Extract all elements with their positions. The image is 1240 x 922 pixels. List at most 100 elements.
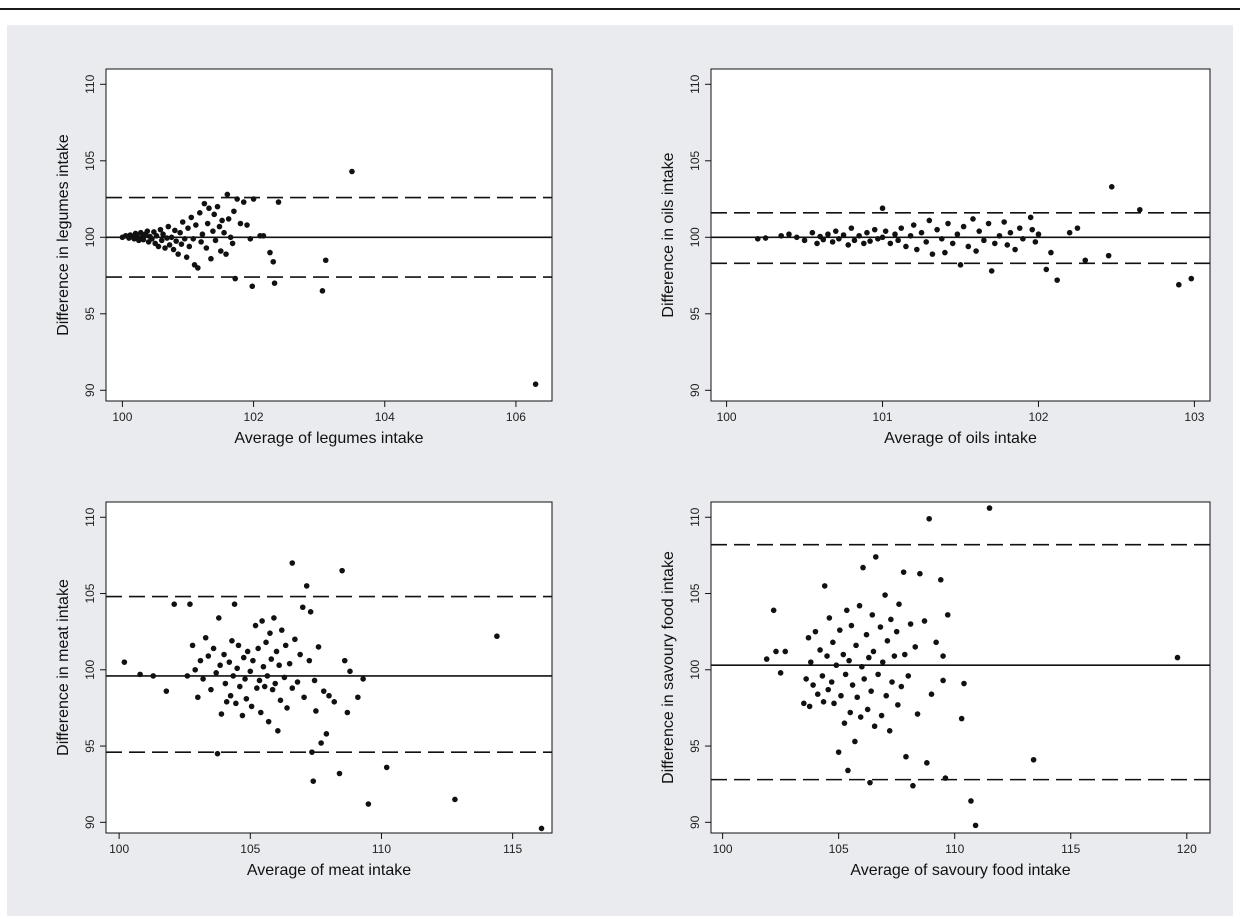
data-point	[940, 653, 946, 659]
data-point	[150, 673, 157, 679]
data-point	[898, 683, 905, 690]
data-point	[494, 633, 500, 640]
data-point	[299, 604, 306, 611]
data-point	[973, 248, 979, 254]
data-point	[809, 229, 816, 236]
data-point	[281, 674, 288, 681]
y-tick-label: 90	[688, 383, 702, 397]
data-point	[929, 251, 936, 257]
x-axis-title: Average of meat intake	[247, 862, 411, 879]
data-point	[770, 607, 777, 614]
data-point	[244, 648, 251, 655]
data-point	[189, 642, 196, 649]
data-point	[164, 235, 170, 241]
x-tick-label: 100	[109, 842, 129, 856]
data-point	[879, 234, 886, 241]
data-point	[273, 648, 280, 655]
data-point	[926, 515, 932, 522]
data-point	[872, 554, 879, 560]
data-point	[256, 677, 263, 684]
data-point	[137, 671, 143, 678]
y-tick-label: 90	[688, 815, 702, 829]
data-point	[777, 670, 784, 676]
data-point	[269, 686, 276, 693]
data-point	[903, 243, 909, 250]
data-point	[237, 683, 243, 690]
data-point	[940, 677, 946, 684]
data-point	[838, 692, 844, 699]
data-point	[841, 720, 848, 726]
data-point	[294, 679, 301, 685]
data-point	[240, 199, 247, 205]
data-point	[914, 246, 920, 253]
data-point	[923, 239, 929, 245]
data-point	[265, 718, 272, 725]
data-point	[181, 236, 188, 242]
data-point	[965, 243, 972, 250]
data-point	[820, 236, 827, 243]
y-axis-title: Difference in savoury food intake	[660, 551, 677, 784]
data-point	[801, 237, 808, 244]
data-point	[157, 226, 164, 233]
data-point	[267, 249, 273, 256]
data-point	[303, 583, 310, 589]
data-point	[856, 602, 863, 609]
data-point	[244, 222, 250, 228]
data-point	[208, 686, 214, 693]
data-point	[814, 240, 820, 247]
data-point	[879, 659, 886, 665]
data-point	[184, 673, 191, 679]
data-point	[898, 225, 905, 231]
data-point	[264, 673, 271, 679]
data-point	[1176, 281, 1182, 288]
chart-panel-4: 100 105 110 115 120 90 95 100 105 110 Average of s…	[660, 501, 1211, 879]
data-point	[826, 615, 833, 621]
data-point	[877, 624, 884, 630]
data-point	[808, 659, 814, 665]
data-point	[912, 644, 919, 650]
data-point	[842, 671, 849, 678]
data-point	[226, 659, 233, 665]
data-point	[829, 239, 836, 245]
data-point	[234, 196, 240, 202]
data-point	[261, 683, 268, 690]
data-point	[883, 692, 890, 699]
data-point	[954, 231, 961, 238]
y-tick-label: 110	[83, 507, 97, 526]
data-point	[1027, 214, 1034, 221]
data-point	[825, 686, 832, 693]
data-point	[875, 671, 881, 678]
data-point	[886, 728, 893, 734]
data-point	[197, 657, 204, 664]
data-point	[336, 770, 343, 777]
data-point	[831, 700, 837, 707]
data-point	[762, 235, 769, 241]
y-tick-label: 105	[688, 583, 702, 603]
x-tick-label: 104	[375, 410, 395, 424]
data-point	[849, 682, 856, 688]
data-point	[307, 609, 314, 615]
data-point	[914, 711, 921, 717]
y-tick-label: 110	[688, 74, 702, 93]
data-point	[917, 570, 923, 577]
data-point	[196, 210, 203, 216]
data-point	[183, 254, 190, 260]
data-point	[221, 229, 227, 236]
data-point	[937, 576, 944, 583]
data-point	[341, 657, 348, 664]
data-point	[900, 569, 907, 575]
data-point	[231, 601, 238, 607]
data-point	[976, 228, 983, 234]
data-point	[889, 679, 895, 685]
data-point	[854, 694, 861, 701]
data-point	[1066, 229, 1073, 236]
data-point	[203, 245, 210, 251]
data-point	[452, 796, 458, 803]
y-axis-title: Difference in oils intake	[660, 152, 677, 317]
data-point	[1137, 206, 1143, 213]
data-point	[212, 237, 219, 244]
data-point	[840, 651, 847, 658]
data-point	[322, 257, 329, 264]
data-point	[272, 680, 279, 687]
y-tick-label: 100	[83, 659, 97, 679]
